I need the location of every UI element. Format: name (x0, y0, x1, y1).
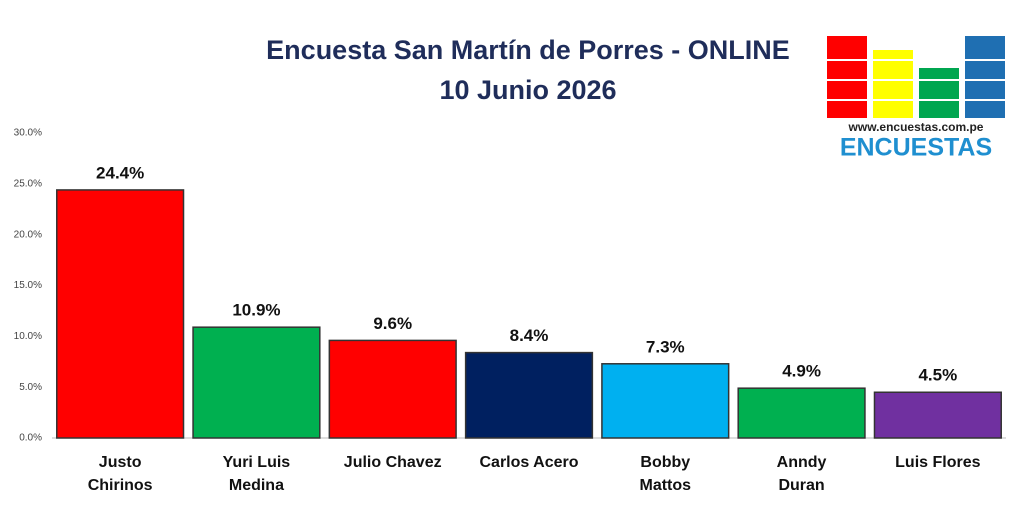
logo-url: www.encuestas.com.pe (848, 120, 984, 134)
y-tick-label: 15.0% (14, 280, 42, 291)
value-label: 4.9% (782, 362, 821, 381)
logo-name: ENCUESTAS (840, 134, 992, 162)
bar (56, 189, 185, 439)
bar (873, 391, 1002, 439)
logo: www.encuestas.com.pe ENCUESTAS (827, 36, 1005, 162)
value-label: 8.4% (510, 326, 549, 345)
value-label: 9.6% (373, 314, 412, 333)
y-tick-label: 5.0% (19, 382, 42, 393)
bar (737, 387, 866, 439)
x-tick-label: Luis Flores (895, 454, 981, 471)
value-label: 10.9% (232, 301, 280, 320)
x-tick-label: Carlos Acero (479, 454, 579, 471)
bar (601, 363, 730, 439)
value-label: 4.5% (918, 366, 957, 385)
chart-subtitle: 10 Junio 2026 (439, 75, 616, 105)
value-label: 7.3% (646, 337, 685, 356)
value-label: 24.4% (96, 163, 144, 182)
chart-title: Encuesta San Martín de Porres - ONLINE (266, 35, 790, 65)
y-tick-label: 30.0% (14, 128, 42, 139)
bar (192, 326, 321, 439)
bar (328, 339, 457, 439)
x-tick-label: Anndy Duran (776, 454, 827, 494)
y-tick-label: 10.0% (14, 331, 42, 342)
y-tick-label: 25.0% (14, 178, 42, 189)
x-tick-label: Yuri Luis Medina (222, 454, 291, 494)
x-tick-label: Bobby Mattos (639, 454, 692, 494)
x-tick-label: Justo Chirinos (87, 454, 153, 494)
y-tick-label: 20.0% (14, 229, 42, 240)
bar (464, 351, 594, 439)
x-tick-label: Julio Chavez (343, 454, 442, 471)
y-tick-label: 0.0% (19, 433, 42, 444)
